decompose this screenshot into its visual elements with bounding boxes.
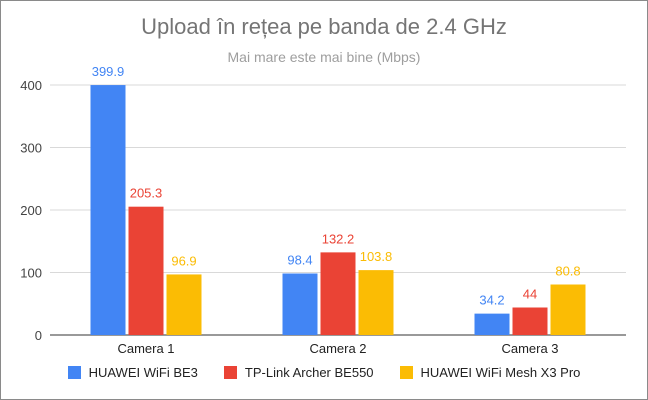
bar: [320, 252, 356, 335]
legend-swatch: [399, 366, 413, 379]
y-tick-label: 200: [20, 203, 42, 218]
bar: [166, 274, 202, 335]
data-label: 96.9: [171, 253, 196, 268]
legend-item: HUAWEI WiFi BE3: [67, 365, 198, 380]
data-label: 205.3: [130, 186, 163, 201]
legend-item: TP-Link Archer BE550: [223, 365, 374, 380]
x-tick-label: Camera 2: [309, 341, 366, 356]
data-label: 34.2: [479, 293, 504, 308]
data-label: 132.2: [322, 231, 355, 246]
bar: [358, 270, 394, 335]
bar: [128, 206, 164, 335]
legend-label: HUAWEI WiFi Mesh X3 Pro: [420, 365, 581, 380]
bar: [474, 313, 510, 335]
bar: [282, 273, 318, 335]
legend-label: TP-Link Archer BE550: [244, 365, 374, 380]
bar: [512, 307, 548, 335]
x-tick-label: Camera 1: [117, 341, 174, 356]
legend-label: HUAWEI WiFi BE3: [88, 365, 198, 380]
data-label: 103.8: [360, 249, 393, 264]
legend-swatch: [223, 366, 237, 379]
data-label: 399.9: [92, 64, 125, 79]
y-tick-label: 100: [20, 266, 42, 281]
chart-subtitle: Mai mare este mai bine (Mbps): [227, 49, 421, 65]
chart-legend: HUAWEI WiFi BE3 TP-Link Archer BE550 HUAWE…: [0, 365, 648, 380]
bar: [90, 85, 126, 335]
bar: [550, 284, 586, 335]
x-tick-label: Camera 3: [501, 341, 558, 356]
chart-title: Upload în rețea pe banda de 2.4 GHz: [141, 14, 507, 39]
data-label: 98.4: [287, 253, 312, 268]
legend-item: HUAWEI WiFi Mesh X3 Pro: [399, 365, 581, 380]
y-tick-label: 300: [20, 141, 42, 156]
y-tick-label: 0: [35, 328, 42, 343]
data-label: 44: [523, 287, 537, 302]
legend-swatch: [67, 366, 81, 379]
data-label: 80.8: [555, 264, 580, 279]
y-tick-label: 400: [20, 78, 42, 93]
